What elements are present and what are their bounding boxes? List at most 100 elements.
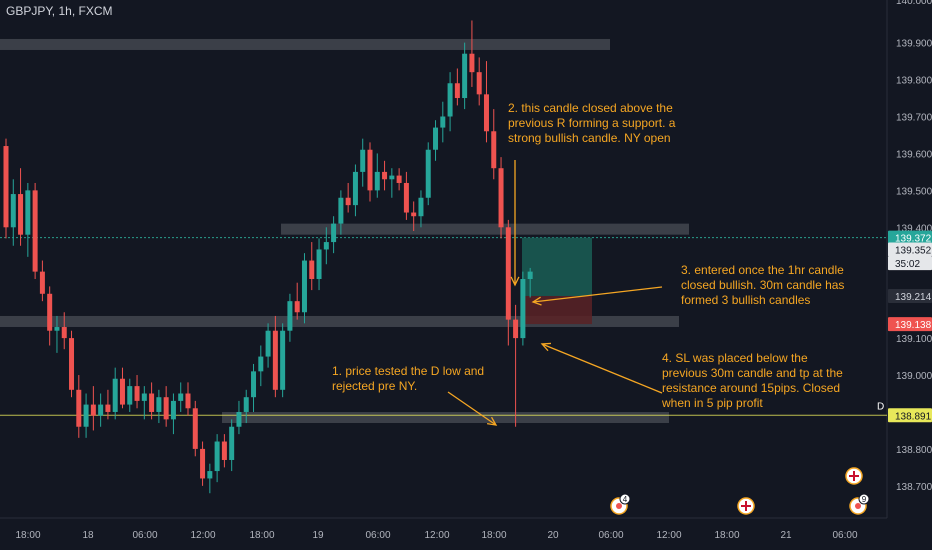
- event-count: 4: [623, 495, 628, 504]
- candle-body[interactable]: [316, 249, 322, 280]
- candle-body[interactable]: [32, 190, 38, 272]
- note2-text: 2. this candle closed above the: [508, 101, 673, 115]
- candle-body[interactable]: [396, 175, 402, 183]
- event-count: 9: [862, 495, 867, 504]
- sr-zone[interactable]: [281, 223, 689, 235]
- candle-body[interactable]: [280, 330, 286, 390]
- y-tick-label: 140.000: [896, 0, 932, 7]
- note4-text: resistance around 15pips. Closed: [662, 381, 840, 395]
- candle-body[interactable]: [134, 386, 140, 401]
- candle-body[interactable]: [287, 301, 293, 331]
- candle-body[interactable]: [83, 404, 89, 427]
- x-tick-label: 18:00: [15, 530, 40, 541]
- candle-body[interactable]: [163, 397, 169, 420]
- candle-body[interactable]: [221, 441, 227, 460]
- take-profit-zone[interactable]: [522, 237, 592, 296]
- sr-zone[interactable]: [0, 38, 610, 50]
- candle-body[interactable]: [491, 131, 497, 169]
- candle-body[interactable]: [483, 94, 489, 132]
- candle-body[interactable]: [331, 223, 337, 243]
- candle-body[interactable]: [418, 197, 424, 217]
- candle-body[interactable]: [258, 356, 264, 372]
- candle-body[interactable]: [294, 301, 300, 313]
- candle-body[interactable]: [149, 393, 155, 412]
- candle-body[interactable]: [178, 393, 184, 401]
- candle-body[interactable]: [389, 175, 395, 180]
- candle-body[interactable]: [367, 149, 373, 191]
- candle-body[interactable]: [309, 260, 315, 280]
- candle-body[interactable]: [243, 397, 249, 412]
- candle-body[interactable]: [374, 171, 380, 191]
- y-tick-label: 138.700: [896, 482, 932, 493]
- candle-body[interactable]: [360, 149, 366, 172]
- candle-body[interactable]: [25, 190, 31, 235]
- candle-body[interactable]: [207, 471, 213, 479]
- candle-body[interactable]: [112, 378, 118, 412]
- candle-body[interactable]: [214, 441, 220, 472]
- candle-body[interactable]: [505, 227, 511, 320]
- candle-body[interactable]: [338, 197, 344, 224]
- candle-body[interactable]: [433, 127, 439, 150]
- candle-body[interactable]: [141, 393, 147, 401]
- candle-body[interactable]: [127, 386, 133, 405]
- stop-loss-zone[interactable]: [522, 295, 592, 325]
- candle-body[interactable]: [265, 330, 271, 357]
- candle-body[interactable]: [447, 83, 453, 117]
- candle-body[interactable]: [440, 116, 446, 128]
- candle-body[interactable]: [18, 194, 24, 235]
- candle-body[interactable]: [411, 212, 417, 217]
- candle-body[interactable]: [192, 408, 198, 449]
- note4-text: previous 30m candle and tp at the: [662, 366, 843, 380]
- candle-body[interactable]: [98, 404, 104, 416]
- x-tick-label: 06:00: [598, 530, 623, 541]
- candle-body[interactable]: [119, 378, 125, 405]
- candle-body[interactable]: [520, 279, 526, 339]
- candle-body[interactable]: [61, 327, 67, 339]
- note2-text: strong bullish candle. NY open: [508, 131, 671, 145]
- candle-body[interactable]: [54, 327, 60, 331]
- chart-title: GBPJPY, 1h, FXCM: [6, 4, 113, 18]
- candle-body[interactable]: [39, 271, 45, 294]
- candle-body[interactable]: [323, 242, 329, 250]
- candle-body[interactable]: [156, 397, 162, 412]
- note1-arrow-head: [487, 416, 498, 426]
- x-tick-label: 06:00: [132, 530, 157, 541]
- candle-body[interactable]: [498, 168, 504, 228]
- candle-body[interactable]: [527, 271, 533, 280]
- candle-body[interactable]: [69, 338, 75, 390]
- candle-body[interactable]: [229, 426, 235, 460]
- candle-body[interactable]: [301, 260, 307, 313]
- event-dot: [855, 503, 861, 509]
- candle-body[interactable]: [170, 400, 176, 420]
- daily-level-marker: D: [877, 401, 884, 412]
- candle-body[interactable]: [10, 194, 16, 228]
- price-tag: [888, 256, 932, 271]
- candle-body[interactable]: [513, 319, 519, 339]
- candle-body[interactable]: [105, 404, 111, 412]
- candle-body[interactable]: [425, 149, 431, 198]
- candle-body[interactable]: [90, 404, 96, 416]
- candle-body[interactable]: [185, 393, 191, 409]
- candle-body[interactable]: [3, 146, 9, 228]
- candle-body[interactable]: [403, 182, 409, 213]
- candle-body[interactable]: [236, 411, 242, 427]
- candle-body[interactable]: [476, 72, 482, 95]
- sr-zone[interactable]: [222, 412, 669, 424]
- candle-body[interactable]: [200, 448, 206, 479]
- sr-zone[interactable]: [0, 315, 679, 327]
- candle-body[interactable]: [382, 171, 388, 180]
- x-tick-label: 21: [780, 530, 792, 541]
- candle-body[interactable]: [462, 53, 468, 99]
- candle-body[interactable]: [76, 389, 82, 427]
- candle-body[interactable]: [251, 371, 257, 398]
- candle-body[interactable]: [47, 293, 53, 331]
- candle-body[interactable]: [454, 83, 460, 99]
- candle-body[interactable]: [345, 197, 351, 206]
- price-tag: [888, 288, 932, 303]
- candle-body[interactable]: [469, 53, 475, 73]
- candle-body[interactable]: [352, 171, 358, 206]
- price-tag-label: 138.891: [895, 411, 932, 422]
- x-tick-label: 12:00: [424, 530, 449, 541]
- candle-body[interactable]: [272, 330, 278, 390]
